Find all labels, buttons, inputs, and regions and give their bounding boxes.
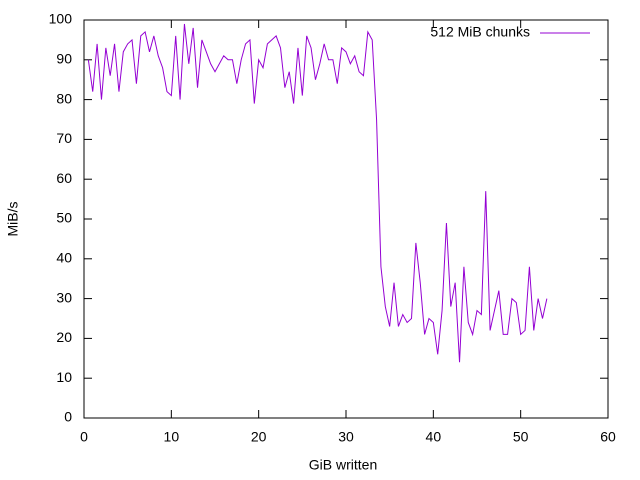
y-tick-label: 20 [56, 329, 72, 345]
legend-label: 512 MiB chunks [430, 24, 530, 40]
x-tick-label: 10 [164, 429, 180, 445]
x-tick-label: 40 [426, 429, 442, 445]
plot-border [83, 19, 609, 419]
y-tick-label: 10 [56, 369, 72, 385]
y-tick-label: 60 [56, 170, 72, 186]
y-tick-label: 40 [56, 250, 72, 266]
y-tick-label: 30 [56, 289, 72, 305]
data-line [87, 23, 548, 363]
y-tick-label: 70 [56, 130, 72, 146]
y-tick-label: 100 [49, 11, 73, 27]
y-tick-label: 0 [64, 409, 72, 425]
y-tick-label: 80 [56, 90, 72, 106]
x-tick-label: 50 [513, 429, 529, 445]
x-tick-label: 20 [251, 429, 267, 445]
y-tick-label: 50 [56, 210, 72, 226]
x-tick-label: 0 [80, 429, 88, 445]
x-axis-label: GiB written [309, 457, 377, 473]
x-tick-label: 60 [600, 429, 616, 445]
y-tick-label: 90 [56, 51, 72, 67]
x-tick-label: 30 [338, 429, 354, 445]
y-axis-label: MiB/s [5, 202, 21, 237]
